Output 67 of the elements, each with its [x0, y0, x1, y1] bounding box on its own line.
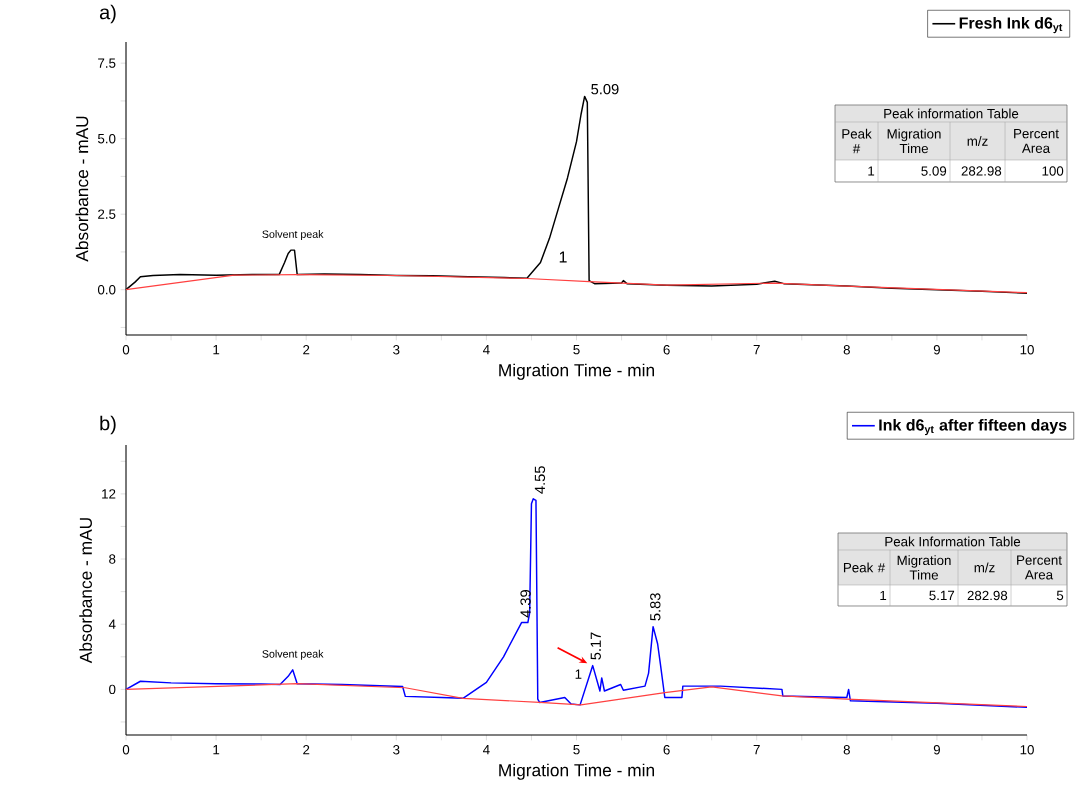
- x-tick-label: 1: [213, 345, 220, 355]
- x-tick-label: 5: [573, 345, 580, 355]
- annotation: 5.83: [650, 593, 661, 621]
- x-tick-label: 4: [483, 745, 490, 755]
- x-tick-label: 9: [933, 745, 940, 755]
- line-series: [125, 683, 1028, 708]
- annotation: Peak #: [843, 562, 886, 573]
- annotation: 282.98: [961, 166, 1002, 176]
- x-tick-label: 10: [1020, 745, 1034, 755]
- annotation: Migration Time: [887, 128, 941, 154]
- annotation: 1: [880, 590, 887, 601]
- annotation: 5.17: [590, 632, 601, 660]
- x-tick-label: 5: [573, 745, 580, 755]
- annotation: Percent Area: [1017, 555, 1062, 580]
- x-tick-label: 2: [303, 745, 310, 755]
- text: 5: [1056, 590, 1064, 601]
- y-tick-label: 2.5: [98, 209, 116, 219]
- x-tick-label: 3: [393, 745, 400, 755]
- annotation: Percent Area: [1014, 129, 1059, 153]
- annotation: 4.55: [534, 466, 546, 494]
- x-tick-label: 6: [663, 345, 670, 355]
- annotation: Peak #: [842, 128, 872, 154]
- y-tick-label: 7.5: [98, 58, 116, 68]
- annotation: 282.98: [967, 590, 1008, 601]
- chart-title: b): [100, 415, 116, 435]
- annotation: Peak Information Table: [885, 536, 1021, 547]
- y-tick-label: 0.0: [97, 284, 116, 295]
- y-axis-title: Absorbance - mAU: [79, 518, 92, 664]
- y-tick-label: 12: [102, 489, 116, 499]
- x-tick-label: 8: [843, 745, 850, 755]
- line-series: [125, 273, 1028, 294]
- x-tick-label: 2: [303, 345, 310, 355]
- y-tick-label: 0: [109, 684, 116, 695]
- annotation: 1: [868, 166, 875, 176]
- x-axis-title: Migration Time - min: [499, 363, 655, 380]
- x-tick-label: 3: [393, 345, 400, 355]
- annotation: m/z: [967, 136, 988, 146]
- chart-title: a): [99, 4, 116, 24]
- legend-label: Ink d6$_{yt}$ after fifteen days: [879, 418, 1067, 436]
- x-tick-label: 7: [753, 745, 760, 755]
- annotation: m/z: [974, 562, 995, 573]
- x-tick-label: 6: [663, 745, 670, 755]
- x-tick-label: 0: [122, 745, 130, 755]
- x-tick-label: 9: [933, 345, 940, 355]
- legend-label: Fresh Ink d6$_{yt}$: [959, 16, 1063, 34]
- annotation: 5.09: [591, 83, 619, 95]
- annotation: 1: [575, 669, 582, 679]
- annotation: 5.17: [929, 590, 955, 601]
- annotation: Solvent peak: [262, 230, 324, 241]
- x-tick-label: 10: [1020, 345, 1034, 355]
- annotation: 4.39: [520, 590, 531, 618]
- y-tick-label: 8: [109, 554, 116, 564]
- x-tick-label: 8: [843, 345, 850, 355]
- annotation: Migration Time: [897, 555, 951, 580]
- text: 100: [1042, 166, 1064, 176]
- annotation: 1: [559, 251, 567, 263]
- y-axis-title: Absorbance - mAU: [75, 116, 89, 262]
- x-tick-label: 1: [213, 745, 220, 755]
- x-tick-label: 4: [483, 345, 490, 355]
- y-tick-label: 4: [108, 619, 116, 629]
- x-tick-label: 7: [753, 345, 760, 355]
- x-axis-title: Migration Time - min: [499, 763, 655, 780]
- y-tick-label: 5.0: [97, 133, 116, 144]
- annotation: 5.09: [921, 166, 947, 176]
- x-tick-label: 0: [122, 345, 130, 355]
- annotation: Peak information Table: [884, 108, 1019, 119]
- annotation: Solvent peak: [262, 649, 324, 660]
